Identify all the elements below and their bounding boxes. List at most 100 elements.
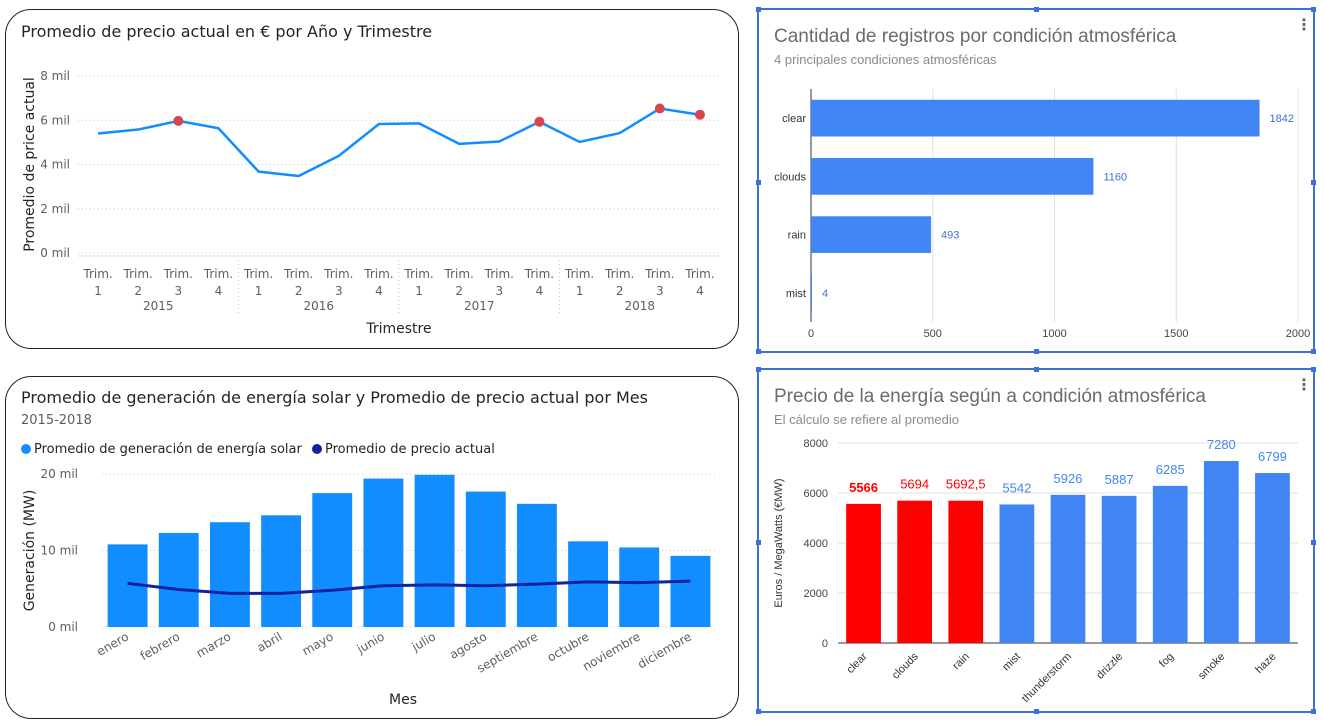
y-tick-label: 6000 <box>804 488 828 500</box>
x-tick-label: 1 <box>576 284 584 298</box>
series-line <box>97 107 701 178</box>
bar <box>312 493 353 627</box>
bar <box>619 547 660 627</box>
legend-dot <box>21 444 31 454</box>
data-label: 5694 <box>900 477 929 492</box>
more-options-icon[interactable]: ⋮ <box>1296 375 1312 394</box>
x-tick-label: 1 <box>255 284 263 298</box>
bar <box>811 99 1260 137</box>
x-tick-label: 4 <box>375 284 383 298</box>
bar <box>948 500 984 643</box>
x-tick-label: Trim. <box>684 267 714 281</box>
data-label: 1842 <box>1270 113 1294 125</box>
y-tick-label: 0 <box>822 638 828 650</box>
bar <box>1101 495 1137 643</box>
y-tick-label: 20 mil <box>41 467 78 481</box>
chart-title: Precio de la energía según a condición a… <box>774 386 1206 407</box>
chart-subtitle: El cálculo se refiere al promedio <box>774 412 959 427</box>
x-tick-label: agosto <box>447 629 489 661</box>
x-tick-label: Trim. <box>323 267 353 281</box>
legend-item-price[interactable]: Promedio de precio actual <box>312 442 495 457</box>
data-label: 6799 <box>1258 449 1287 464</box>
x-tick-label: Trim. <box>363 267 393 281</box>
x-tick-label: 4 <box>536 284 544 298</box>
bar <box>568 541 609 627</box>
x-tick-label: mist <box>1000 651 1023 674</box>
x-tick-label: 3 <box>656 284 664 298</box>
y-axis-title: Promedio de price actual <box>22 77 38 252</box>
x-tick-label: 2 <box>616 284 624 298</box>
data-label: 5887 <box>1105 472 1134 487</box>
bar <box>811 158 1094 195</box>
chart-title: Cantidad de registros por condición atmo… <box>774 26 1177 47</box>
x-tick-label: febrero <box>138 629 182 663</box>
y-category-label: rain <box>788 230 806 242</box>
bar <box>811 216 932 253</box>
bar <box>1255 473 1290 643</box>
data-label: 4 <box>822 288 828 300</box>
energy-price-chart: 8000 6000 4000 2000 0 Euros / MegaWatts (€MW)… <box>773 437 1298 705</box>
x-tick-label: 3 <box>174 284 182 298</box>
y-tick-label: 8 mil <box>40 69 70 83</box>
x-tick-label: smoke <box>1196 651 1227 682</box>
x-tick-label: Trim. <box>444 267 474 281</box>
y-category-label: clear <box>782 113 806 125</box>
x-tick-label: 2 <box>134 284 142 298</box>
x-tick-label: diciembre <box>635 629 694 671</box>
x-tick-label: Trim. <box>123 267 153 281</box>
data-point-marker <box>173 115 184 126</box>
bar <box>1050 494 1086 643</box>
x-group-label: 2016 <box>303 299 334 313</box>
x-tick-label: clear <box>844 650 870 676</box>
x-tick-label: Trim. <box>283 267 313 281</box>
x-axis-title: Trimestre <box>365 321 431 337</box>
chart-subtitle: 2015-2018 <box>21 413 92 428</box>
y-tick-label: 10 mil <box>41 544 78 558</box>
y-tick-label: 2000 <box>804 588 828 600</box>
bar <box>1203 461 1239 643</box>
y-tick-label: 0 mil <box>48 620 78 634</box>
x-tick-label: 3 <box>495 284 503 298</box>
x-tick-label: thunderstorm <box>1020 651 1074 705</box>
x-tick-label: enero <box>94 629 131 658</box>
bar <box>261 515 302 627</box>
data-point-marker <box>694 109 705 120</box>
x-tick-label: Trim. <box>564 267 594 281</box>
more-options-icon[interactable]: ⋮ <box>1296 15 1312 34</box>
chart-subtitle: 4 principales condiciones atmosféricas <box>774 52 997 67</box>
data-label: 5542 <box>1002 480 1031 495</box>
data-label: 6285 <box>1156 462 1185 477</box>
legend-label: Promedio de precio actual <box>325 442 495 457</box>
y-tick-label: 0 mil <box>40 246 70 260</box>
y-tick-label: 4 mil <box>40 158 70 172</box>
x-tick-label: 3 <box>335 284 343 298</box>
x-tick-label: junio <box>354 629 387 656</box>
price-by-quarter-card: Promedio de precio actual en € por Año y… <box>5 9 739 349</box>
chart-title: Promedio de generación de energía solar … <box>21 388 648 407</box>
bar <box>363 478 404 627</box>
weather-count-card: Cantidad de registros por condición atmo… <box>756 7 1316 354</box>
x-tick-label: drizzle <box>1094 651 1125 682</box>
legend-dot <box>312 444 322 454</box>
x-tick-label: 1 <box>94 284 102 298</box>
x-tick-label: 1000 <box>1042 328 1066 340</box>
bar <box>516 503 557 627</box>
bar <box>670 555 711 627</box>
data-label: 5692,5 <box>946 477 986 492</box>
x-tick-label: 1500 <box>1164 328 1188 340</box>
bar <box>465 491 506 627</box>
series-line <box>127 579 691 595</box>
x-tick-label: clouds <box>890 650 921 681</box>
x-tick-label: haze <box>1253 651 1278 676</box>
data-label: 7280 <box>1207 437 1236 452</box>
x-tick-label: Trim. <box>484 267 514 281</box>
x-tick-label: Trim. <box>163 267 193 281</box>
x-tick-label: Trim. <box>644 267 674 281</box>
data-label: 493 <box>941 230 959 242</box>
solar-price-combo-chart: 20 mil 10 mil 0 mil Generación (MW) enero feb… <box>22 467 716 708</box>
x-tick-label: marzo <box>194 629 234 660</box>
x-group-label: 2017 <box>464 299 495 313</box>
legend-item-solar[interactable]: Promedio de generación de energía solar <box>21 442 302 457</box>
bar <box>209 522 250 627</box>
x-tick-label: Trim. <box>203 267 233 281</box>
